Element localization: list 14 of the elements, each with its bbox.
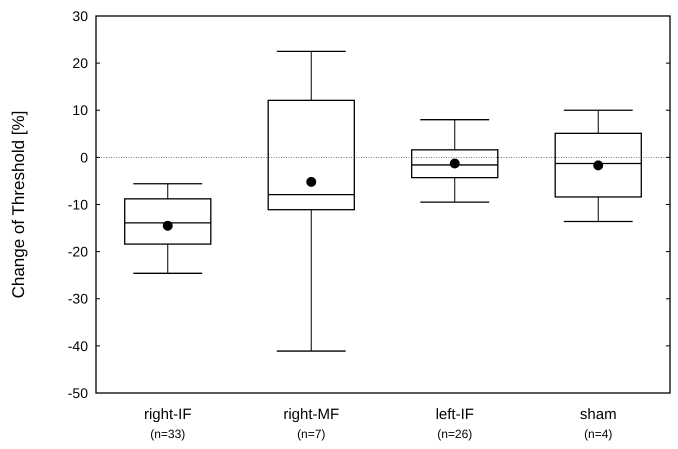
y-tick-label: 10 xyxy=(72,102,88,118)
x-tick-label: right-MF (n=7) xyxy=(283,406,340,441)
y-tick-label: -30 xyxy=(68,290,88,307)
y-tick-label: 20 xyxy=(72,55,88,72)
y-tick-label: -20 xyxy=(68,244,88,260)
x-tick-label: sham (n=4) xyxy=(580,406,617,441)
y-axis-title: Change of Threshold [%] xyxy=(9,110,28,298)
x-tick-label: left-IF (n=26) xyxy=(436,406,474,441)
y-tick-label: 30 xyxy=(72,8,88,24)
y-tick-label: -10 xyxy=(68,196,88,212)
x-tick-label: right-IF (n=33) xyxy=(144,406,192,441)
y-tick-label: 0 xyxy=(80,149,88,166)
y-tick-label: -50 xyxy=(68,384,88,401)
y-tick-label: -40 xyxy=(68,338,88,354)
